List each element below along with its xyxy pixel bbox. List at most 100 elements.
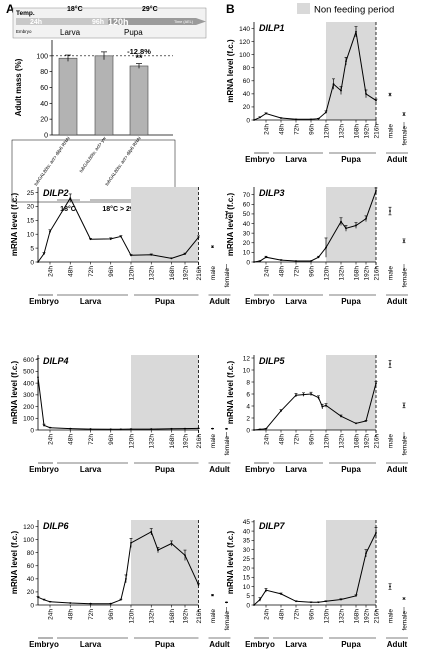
- legend-label: Non feeding period: [314, 5, 394, 16]
- data-point: [340, 220, 342, 223]
- data-point: [355, 224, 357, 227]
- y-tick-label: 5: [30, 245, 34, 252]
- panel-title: DILP6: [43, 521, 70, 531]
- x-tick-label: 120h: [128, 609, 135, 624]
- bar-y-tick-label: 0: [44, 133, 48, 140]
- stage-label-pupa: Pupa: [341, 155, 361, 164]
- y-tick-label: 15: [243, 575, 251, 582]
- timeline-larva-label: Larva: [60, 28, 81, 37]
- stage-label-larva: Larva: [285, 465, 307, 474]
- x-tick-label: 192h: [363, 434, 370, 449]
- bar-category-label: tubGAL80ts; act> yw: [78, 135, 107, 173]
- y-tick-label: 40: [243, 528, 251, 535]
- data-point: [340, 89, 342, 92]
- data-point: [265, 112, 267, 115]
- timeline-mark-96h: 96h: [92, 19, 104, 26]
- data-point: [355, 422, 357, 425]
- bar-label-box: [11, 139, 176, 203]
- y-tick-label: 0: [30, 259, 34, 266]
- data-point: [310, 393, 312, 395]
- data-line: [37, 531, 199, 605]
- stage-label-larva: Larva: [80, 640, 102, 649]
- y-tick-label: 60: [27, 563, 35, 570]
- data-point: [119, 235, 122, 238]
- y-tick-label: 20: [243, 104, 251, 111]
- data-point: [375, 532, 377, 534]
- timeline-temp-label: Temp.: [16, 10, 35, 17]
- y-tick-label: 120: [239, 39, 250, 46]
- data-point: [37, 376, 39, 379]
- data-point: [375, 382, 377, 385]
- x-tick-label: 72h: [88, 266, 95, 277]
- timeline-arrow-cool: [16, 18, 108, 25]
- data-point: [197, 427, 200, 430]
- x-tick-label: 24h: [263, 609, 270, 620]
- x-tick-label: 168h: [353, 124, 360, 139]
- data-point: [37, 596, 39, 599]
- male-point: [389, 210, 391, 212]
- male-point: [211, 245, 214, 248]
- x-tick-label: 192h: [182, 609, 189, 624]
- y-tick-label: 400: [23, 380, 34, 387]
- sex-label-female: female: [401, 126, 408, 146]
- sex-label-female: female: [401, 611, 408, 631]
- data-point: [259, 598, 261, 601]
- bar-category-label: tubGAL80ts; act> dilp6 RNAi: [33, 136, 71, 187]
- sex-label-male: male: [387, 434, 394, 448]
- stage-label-embryo: Embryo: [245, 640, 275, 649]
- y-axis-label: mRNA level (f.c.): [226, 193, 235, 257]
- bar-y-tick-label: 60: [40, 85, 48, 92]
- x-tick-label: 48h: [278, 609, 285, 620]
- data-point: [253, 604, 255, 606]
- data-point: [365, 552, 367, 555]
- data-point: [170, 257, 173, 260]
- y-tick-label: 40: [243, 91, 251, 98]
- y-tick-label: 8: [246, 379, 250, 386]
- stage-label-pupa: Pupa: [341, 640, 361, 649]
- sex-label-female: female: [401, 268, 408, 288]
- bar-group-label-1: 18°C: [60, 205, 76, 213]
- data-point: [325, 404, 327, 407]
- data-point: [321, 405, 324, 408]
- y-tick-label: 10: [243, 584, 251, 591]
- x-tick-label: 216h: [196, 609, 203, 624]
- x-tick-label: 216h: [373, 609, 380, 624]
- data-point: [253, 429, 255, 431]
- data-point: [119, 428, 122, 431]
- female-point: [225, 601, 228, 604]
- bar-y-tick-label: 20: [40, 117, 48, 124]
- data-point: [265, 256, 267, 259]
- x-tick-label: 132h: [149, 266, 156, 281]
- y-tick-label: 10: [27, 232, 35, 239]
- y-axis-label: mRNA level (f.c.): [10, 193, 19, 257]
- data-point: [109, 238, 112, 240]
- y-tick-label: 0: [30, 602, 34, 609]
- y-tick-label: 100: [23, 416, 34, 423]
- x-tick-label: 48h: [278, 434, 285, 445]
- stage-label-larva: Larva: [285, 640, 307, 649]
- panel-a-letter: A: [6, 2, 15, 16]
- y-tick-label: 25: [243, 556, 251, 563]
- x-tick-label: 132h: [338, 266, 345, 281]
- y-tick-label: 0: [30, 427, 34, 434]
- bar-annotation-sig: **: [135, 53, 143, 63]
- data-point: [197, 236, 200, 239]
- data-point: [130, 541, 132, 544]
- nonfeeding-band: [326, 520, 376, 605]
- y-tick-label: 40: [27, 576, 35, 583]
- data-point: [43, 424, 45, 427]
- data-point: [37, 261, 39, 263]
- panel-title: DILP7: [259, 521, 286, 531]
- y-tick-label: 4: [246, 403, 250, 410]
- y-axis-label: mRNA level (f.c.): [226, 39, 235, 103]
- stage-label-adult: Adult: [387, 640, 408, 649]
- stage-label-embryo: Embryo: [245, 155, 275, 164]
- y-tick-label: 20: [243, 565, 251, 572]
- timeline-temp-high: 29°C: [142, 5, 158, 13]
- data-point: [317, 256, 320, 259]
- x-tick-label: 120h: [323, 434, 330, 449]
- data-point: [69, 427, 72, 430]
- y-tick-label: 35: [243, 538, 251, 545]
- nonfeeding-band: [131, 520, 199, 605]
